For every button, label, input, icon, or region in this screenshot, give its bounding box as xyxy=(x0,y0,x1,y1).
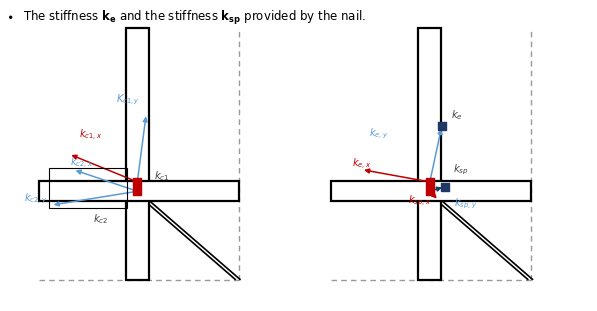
Point xyxy=(440,184,450,189)
Bar xyxy=(331,181,531,202)
Text: $k_{sp,y}$: $k_{sp,y}$ xyxy=(454,197,477,211)
Point xyxy=(133,189,142,194)
Text: $k_{c1}$: $k_{c1}$ xyxy=(154,169,170,183)
Point xyxy=(425,189,435,194)
Bar xyxy=(39,181,239,202)
Text: $k_{e,x}$: $k_{e,x}$ xyxy=(352,157,371,172)
Point xyxy=(437,123,447,128)
Bar xyxy=(126,28,149,280)
Text: $K_{c1,y}$: $K_{c1,y}$ xyxy=(116,92,140,107)
Text: $k_{e,y}$: $k_{e,y}$ xyxy=(369,127,389,141)
Text: $k_{c2,y}$: $k_{c2,y}$ xyxy=(24,192,47,206)
Bar xyxy=(49,168,127,208)
Text: $k_{e}$: $k_{e}$ xyxy=(451,108,463,122)
Text: $k_{c1,x}$: $k_{c1,x}$ xyxy=(79,128,102,143)
Text: $k_{sp,x}$: $k_{sp,x}$ xyxy=(408,193,431,208)
Text: $\bullet$: $\bullet$ xyxy=(6,9,13,22)
Point xyxy=(425,179,435,184)
Bar xyxy=(418,28,441,280)
Text: $k_{sp}$: $k_{sp}$ xyxy=(453,162,468,177)
Text: $k_{c2}$: $k_{c2}$ xyxy=(93,212,108,226)
Text: The stiffness $\mathbf{k}_\mathbf{e}$ and the stiffness $\mathbf{k}_\mathbf{sp}$: The stiffness $\mathbf{k}_\mathbf{e}$ an… xyxy=(23,9,366,27)
Point xyxy=(133,179,142,184)
Text: $k_{c2,x}$: $k_{c2,x}$ xyxy=(70,156,94,171)
